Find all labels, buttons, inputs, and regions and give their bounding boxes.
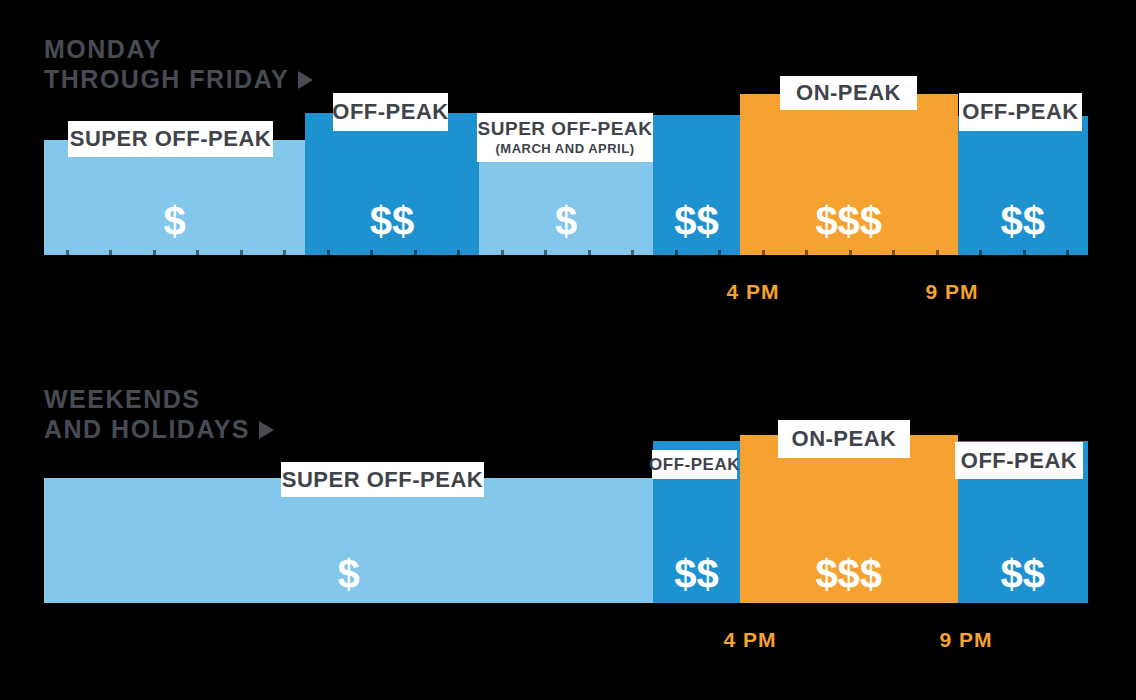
segment-label-text: OFF-PEAK: [961, 449, 1077, 472]
weekend-plot: $ SUPER OFF-PEAK $$ OFF-PEAK $$$ ON-PEAK $$ OFF…: [0, 0, 1136, 700]
tou-rate-infographic: MONDAY THROUGH FRIDAY $SUPER OFF-PEAK$$O…: [0, 0, 1136, 700]
price-level-indicator: $$$: [740, 552, 958, 596]
price-level-indicator: $: [44, 552, 653, 596]
price-level-indicator: $$: [958, 552, 1089, 596]
segment-label-text: ON-PEAK: [792, 427, 897, 450]
price-level-indicator: $$: [653, 552, 740, 596]
weekend-label-off-peak: OFF-PEAK: [652, 450, 737, 479]
segment-label-text: OFF-PEAK: [649, 456, 740, 474]
segment-label-text: SUPER OFF-PEAK: [282, 468, 483, 491]
time-label-9pm: 9 PM: [906, 628, 1026, 652]
weekend-label-on-peak: ON-PEAK: [778, 420, 910, 458]
weekend-label-super-off-peak: SUPER OFF-PEAK: [281, 462, 484, 497]
time-label-4pm: 4 PM: [690, 628, 810, 652]
weekend-label-off-peak: OFF-PEAK: [955, 442, 1083, 479]
